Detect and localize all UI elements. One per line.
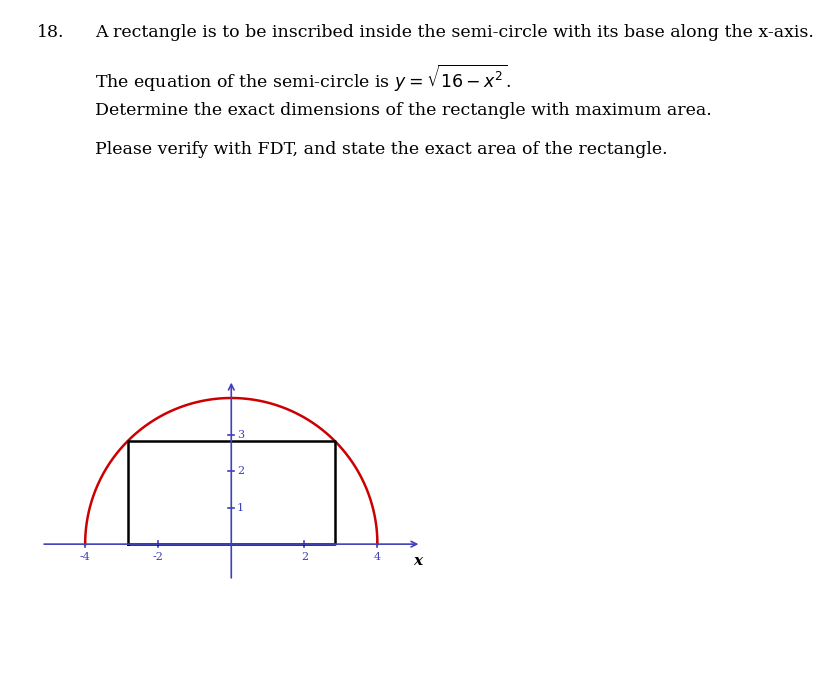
Text: 1: 1 — [237, 503, 244, 512]
Text: 18.: 18. — [37, 24, 64, 41]
Text: -2: -2 — [153, 552, 164, 562]
Text: 3: 3 — [237, 429, 244, 440]
Text: The equation of the semi-circle is $y = \sqrt{16 - x^2}$.: The equation of the semi-circle is $y = … — [95, 63, 511, 94]
Text: 4: 4 — [374, 552, 381, 562]
Text: Determine the exact dimensions of the rectangle with maximum area.: Determine the exact dimensions of the re… — [95, 102, 712, 119]
Text: -4: -4 — [79, 552, 91, 562]
Text: 2: 2 — [301, 552, 308, 562]
Text: 2: 2 — [237, 466, 244, 476]
Text: A rectangle is to be inscribed inside the semi-circle with its base along the x-: A rectangle is to be inscribed inside th… — [95, 24, 814, 41]
Text: x: x — [413, 554, 422, 569]
Text: Please verify with FDT, and state the exact area of the rectangle.: Please verify with FDT, and state the ex… — [95, 141, 667, 158]
